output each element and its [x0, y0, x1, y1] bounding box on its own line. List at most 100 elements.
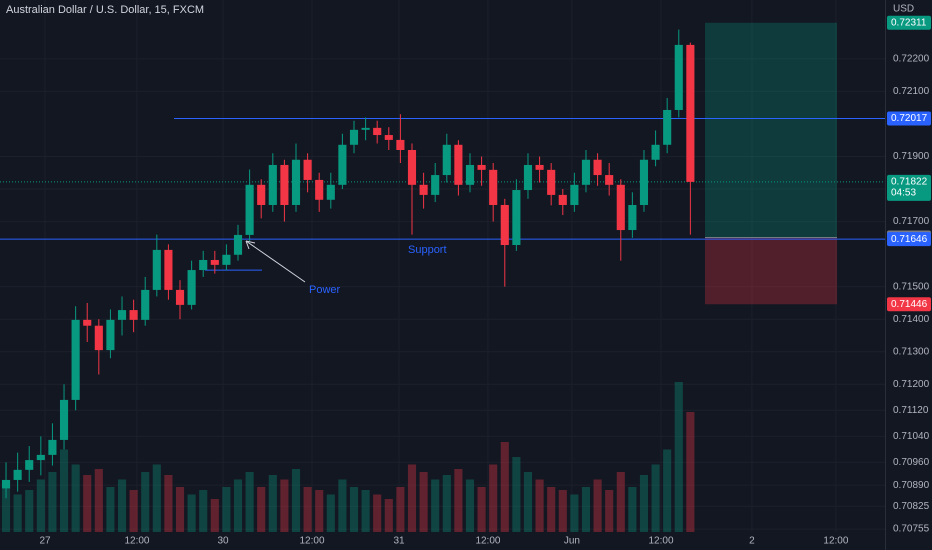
volume-bar	[141, 472, 150, 532]
arrow-head	[245, 240, 256, 250]
price-tag	[887, 111, 931, 126]
volume-bar	[639, 475, 649, 532]
x-tick-label: 12:00	[475, 536, 500, 547]
x-tick-label: 12:00	[124, 536, 149, 547]
volume-bar	[1, 487, 11, 532]
volume-bar	[315, 490, 324, 532]
candle-body	[547, 169, 556, 195]
volume-bar	[489, 464, 498, 532]
price-tag	[887, 297, 931, 312]
volume-bar	[570, 494, 579, 532]
candle-body	[593, 159, 602, 176]
candle-body	[512, 190, 521, 246]
candle-body	[233, 234, 243, 255]
volume-bar	[558, 490, 567, 532]
candle-body	[164, 249, 173, 290]
y-tick-label: 0.70890	[893, 480, 930, 491]
candle-body	[338, 144, 347, 185]
volume-bar	[500, 442, 509, 532]
annotation: Support	[408, 244, 447, 256]
currency: USD	[893, 4, 914, 15]
x-tick-label: 30	[217, 536, 229, 547]
x-tick-label: 2	[749, 536, 755, 547]
candle-body	[25, 460, 34, 470]
candle-body	[581, 159, 591, 185]
y-tick-label: 0.71300	[893, 346, 930, 357]
volume-bar	[303, 487, 312, 532]
volume-bar	[512, 457, 521, 532]
volume-bar	[187, 494, 196, 532]
volume-bar	[674, 382, 683, 532]
y-tick-label: 0.71120	[893, 405, 929, 416]
x-tick-label: Jun	[564, 536, 580, 547]
volume-bar	[326, 494, 335, 532]
volume-bar	[71, 464, 80, 532]
volume-bar	[94, 469, 103, 532]
y-tick-label: 0.70825	[893, 501, 930, 512]
candle-body	[628, 204, 637, 231]
price-tag-label: 0.71446	[891, 299, 928, 310]
y-tick-label: 0.72200	[893, 54, 930, 65]
volume-bar	[535, 479, 544, 532]
candle-body	[605, 175, 614, 185]
volume-bar	[407, 464, 417, 532]
x-tick-label: 27	[39, 536, 51, 547]
volume-bar	[164, 475, 173, 532]
volume-bar	[59, 449, 69, 532]
candle-body	[442, 144, 451, 176]
volume-bar	[663, 449, 672, 532]
volume-bar	[384, 499, 393, 532]
candle-body	[152, 249, 161, 290]
volume-bar	[477, 487, 486, 532]
price-tag-label: 0.72017	[891, 113, 928, 124]
candle-body	[373, 127, 382, 136]
volume-bar	[25, 490, 34, 532]
candle-body	[1, 479, 11, 489]
x-tick-label: 31	[393, 536, 405, 547]
candle-body	[651, 144, 660, 160]
arrow	[245, 240, 306, 283]
last-price-label: 0.71822	[891, 177, 928, 188]
volume-bar	[175, 487, 185, 532]
candle-body	[83, 319, 92, 326]
candle-body	[117, 310, 127, 320]
volume-bar	[419, 472, 428, 532]
y-tick-label: 0.71900	[893, 151, 930, 162]
y-tick-label: 0.71700	[893, 216, 930, 227]
candle-body	[361, 127, 370, 130]
price-tag	[887, 15, 931, 30]
candle-body	[477, 164, 486, 170]
volume-bar	[431, 479, 440, 532]
volume-bar	[152, 464, 161, 532]
volume-bar	[233, 479, 243, 532]
plot: Support Power	[0, 22, 885, 532]
y-tick-label: 0.71040	[893, 431, 930, 442]
candle-body	[558, 194, 567, 205]
candle-body	[535, 164, 544, 170]
volume-bar	[83, 475, 92, 532]
volume-bar	[686, 412, 695, 532]
candle-body	[71, 319, 80, 400]
volume-bar	[605, 490, 614, 532]
annotation: Power	[309, 284, 341, 296]
candle-body	[210, 259, 219, 265]
candle-body	[674, 44, 683, 110]
x-tick-label: 12:00	[649, 536, 674, 547]
candle-body	[419, 184, 428, 195]
candle-body	[407, 150, 417, 185]
volume-bar	[245, 472, 254, 532]
candle-body	[454, 144, 463, 185]
volume-bar	[199, 490, 208, 532]
candle-body	[175, 289, 185, 305]
candle-body	[396, 139, 405, 151]
candle-body	[570, 184, 579, 205]
candle-body	[36, 454, 45, 461]
y-tick-label: 0.70755	[893, 524, 930, 535]
volume-bar	[616, 472, 625, 532]
volume-bar	[442, 475, 451, 532]
y-tick-label: 0.72100	[893, 86, 930, 97]
volume-bar	[280, 479, 289, 532]
candle-body	[663, 109, 672, 145]
candle-body	[639, 159, 649, 205]
